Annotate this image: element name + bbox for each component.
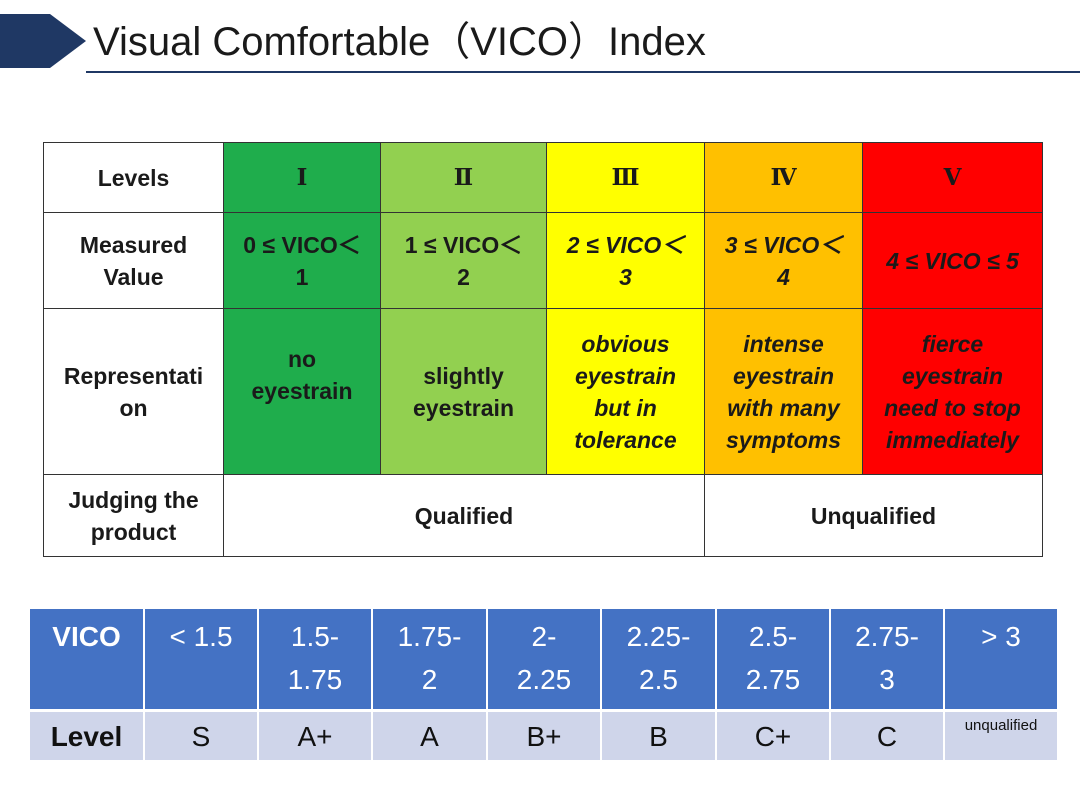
range-line: 2.75-	[855, 621, 919, 652]
representation-4-cell: intense eyestrain with many symptoms	[704, 308, 863, 475]
range-line: 2.25	[516, 664, 572, 695]
representation-header: Representati on	[43, 308, 224, 475]
range-line: 2-	[531, 621, 557, 652]
grade-cell: C+	[716, 710, 831, 763]
range-cell: 2.75- 3	[830, 609, 945, 712]
grade-cell: C	[830, 710, 945, 763]
measured-header-line: Value	[103, 263, 164, 290]
range-line: 3	[879, 664, 895, 695]
judging-header: Judging the product	[43, 474, 224, 557]
vico-row: VICO < 1.5 1.5- 1.75 1.75- 2 2- 2.25 2.25- 2…	[30, 609, 1059, 712]
repr-line: eyestrain	[251, 378, 353, 404]
representation-1-cell: no eyestrain	[223, 308, 381, 475]
range-cell: < 1.5	[144, 609, 259, 712]
measured-line: 2	[457, 263, 470, 290]
measured-line: 3 ≤ VICO＜	[724, 231, 843, 258]
repr-line: symptoms	[725, 426, 842, 453]
vico-header: VICO	[30, 609, 145, 712]
grade-cell: unqualified	[944, 710, 1059, 763]
repr-line: tolerance	[574, 426, 677, 453]
representation-5-cell: fierce eyestrain need to stop immediatel…	[862, 308, 1043, 475]
judging-header-line: product	[90, 518, 177, 545]
measured-line: 1 ≤ VICO＜	[404, 231, 523, 258]
level-1-cell: Ⅰ	[223, 142, 381, 213]
measured-header: Measured Value	[43, 212, 224, 309]
levels-row: Levels Ⅰ Ⅱ Ⅲ Ⅳ Ⅴ	[43, 142, 1043, 213]
measured-line: 4 ≤ VICO ≤ 5	[886, 247, 1019, 274]
range-line: > 3	[981, 621, 1021, 652]
level-2-cell: Ⅱ	[380, 142, 547, 213]
level-4-cell: Ⅳ	[704, 142, 863, 213]
judging-header-line: Judging the	[68, 486, 199, 513]
measured-5-cell: 4 ≤ VICO ≤ 5	[862, 212, 1043, 309]
range-line: 1.75	[287, 664, 343, 695]
measured-header-line: Measured	[79, 231, 188, 258]
repr-header-line: on	[119, 394, 148, 421]
range-cell: 2- 2.25	[487, 609, 602, 712]
range-line: 2	[421, 664, 438, 695]
level-header: Level	[30, 710, 145, 763]
page-title: Visual Comfortable（VICO）Index	[93, 20, 706, 64]
qualified-cell: Qualified	[223, 474, 705, 557]
range-line: 2.75	[745, 664, 801, 695]
grade-cell: B	[601, 710, 717, 763]
repr-line: need to stop	[884, 394, 1021, 421]
measured-3-cell: 2 ≤ VICO＜ 3	[546, 212, 705, 309]
repr-line: with many	[727, 394, 840, 421]
measured-line: 1	[295, 263, 309, 290]
repr-line: eyestrain	[412, 394, 514, 421]
grade-cell: B+	[487, 710, 602, 763]
levels-header: Levels	[43, 142, 224, 213]
measured-line: 4	[777, 263, 790, 290]
grade-cell: A+	[258, 710, 373, 763]
repr-line: obvious	[581, 330, 670, 357]
repr-line: intense	[743, 330, 824, 357]
judging-row: Judging the product Qualified Unqualifie…	[43, 474, 1043, 557]
repr-line: fierce	[921, 330, 984, 357]
repr-line: slightly	[423, 362, 504, 389]
repr-line: eyestrain	[901, 362, 1003, 389]
levels-table: Levels Ⅰ Ⅱ Ⅲ Ⅳ Ⅴ Measured Value 0 ≤ VICO…	[43, 142, 1043, 557]
representation-3-cell: obvious eyestrain but in tolerance	[546, 308, 705, 475]
grade-cell: S	[144, 710, 259, 763]
measured-line: 2 ≤ VICO＜	[566, 231, 685, 258]
repr-line: immediately	[886, 426, 1019, 453]
range-line: 2.25-	[626, 621, 691, 652]
level-row: Level S A+ A B+ B C+ C unqualified	[30, 710, 1059, 763]
representation-2-cell: slightly eyestrain	[380, 308, 547, 475]
repr-line: no	[287, 346, 317, 372]
grade-cell: A	[372, 710, 488, 763]
representation-row: Representati on no eyestrain slightly ey…	[43, 308, 1043, 475]
range-cell: 1.5- 1.75	[258, 609, 373, 712]
range-cell: 2.25- 2.5	[601, 609, 717, 712]
range-cell: > 3	[944, 609, 1059, 712]
range-cell: 2.5- 2.75	[716, 609, 831, 712]
level-5-cell: Ⅴ	[862, 142, 1043, 213]
grade-table: VICO < 1.5 1.5- 1.75 1.75- 2 2- 2.25 2.25- 2…	[30, 609, 1059, 763]
range-line: 1.5-	[290, 621, 340, 652]
range-line: < 1.5	[169, 621, 233, 652]
measured-2-cell: 1 ≤ VICO＜ 2	[380, 212, 547, 309]
unqualified-cell: Unqualified	[704, 474, 1043, 557]
repr-header-line: Representati	[63, 362, 204, 389]
repr-line: eyestrain	[732, 362, 834, 389]
range-line: 2.5	[639, 664, 678, 695]
repr-line: eyestrain	[574, 362, 676, 389]
measured-row: Measured Value 0 ≤ VICO＜ 1 1 ≤ VICO＜ 2 2…	[43, 212, 1043, 309]
measured-4-cell: 3 ≤ VICO＜ 4	[704, 212, 863, 309]
range-line: 1.75-	[397, 621, 462, 652]
level-3-cell: Ⅲ	[546, 142, 705, 213]
measured-line: 3	[619, 263, 632, 290]
measured-1-cell: 0 ≤ VICO＜ 1	[223, 212, 381, 309]
repr-line: but in	[594, 394, 657, 421]
range-line: 2.5-	[748, 621, 798, 652]
range-cell: 1.75- 2	[372, 609, 488, 712]
measured-line: 0 ≤ VICO＜	[243, 231, 361, 258]
title-divider	[86, 71, 1080, 73]
